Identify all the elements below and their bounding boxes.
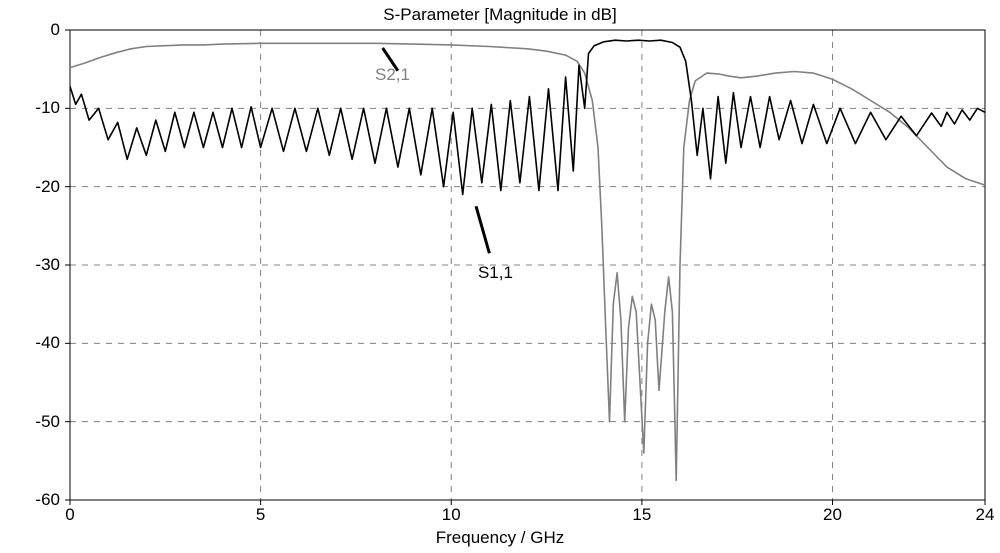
y-tick-label: 0 bbox=[0, 20, 60, 40]
x-tick-label: 0 bbox=[50, 505, 90, 525]
x-tick-label: 10 bbox=[431, 505, 471, 525]
x-tick-label: 15 bbox=[622, 505, 662, 525]
x-tick-label: 20 bbox=[813, 505, 853, 525]
y-tick-label: -40 bbox=[0, 333, 60, 353]
annotation-S2,1: S2,1 bbox=[375, 65, 410, 85]
annotation-S1,1: S1,1 bbox=[478, 263, 513, 283]
y-tick-label: -50 bbox=[0, 412, 60, 432]
x-tick-label: 5 bbox=[241, 505, 281, 525]
x-tick-label: 24 bbox=[965, 505, 1000, 525]
series-S1,1 bbox=[70, 40, 985, 194]
y-tick-label: -10 bbox=[0, 98, 60, 118]
y-tick-label: -30 bbox=[0, 255, 60, 275]
y-tick-label: -20 bbox=[0, 177, 60, 197]
